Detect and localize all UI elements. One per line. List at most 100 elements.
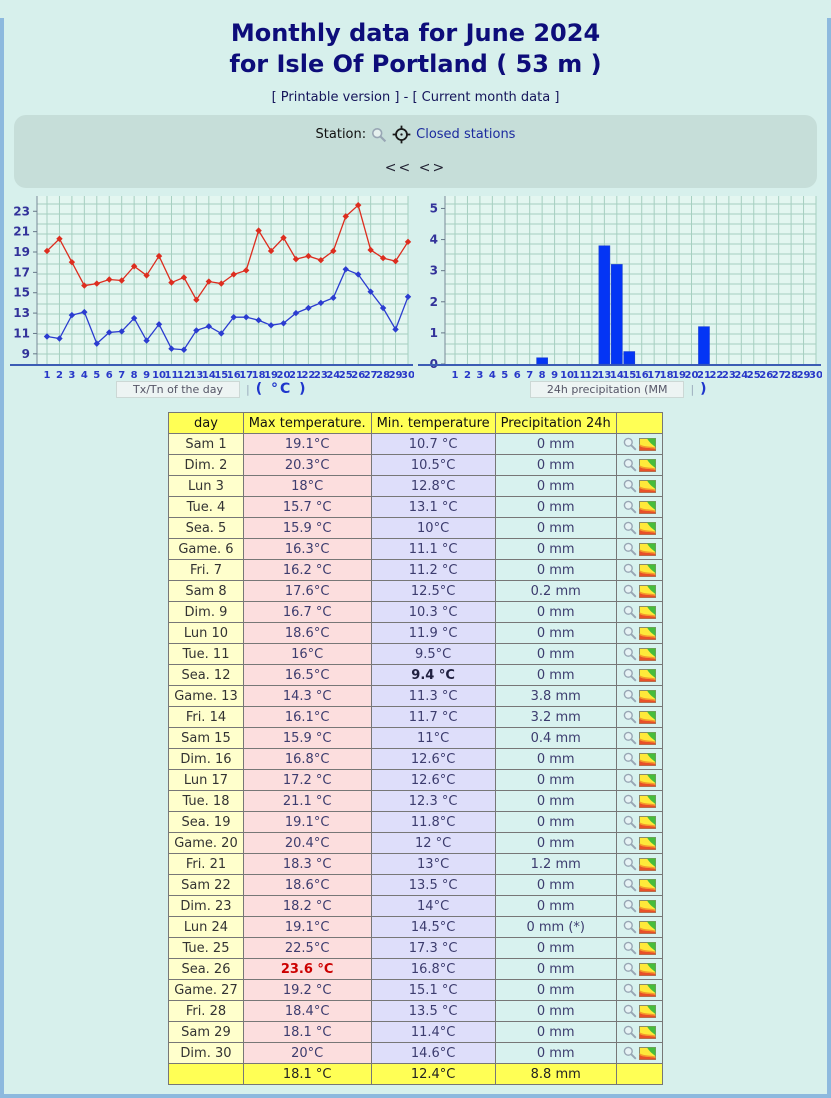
day-graph-icon[interactable] [638,668,656,682]
day-cell: Dim. 23 [168,895,244,917]
svg-text:3: 3 [429,264,437,278]
day-graph-icon[interactable] [638,626,656,640]
day-graph-icon[interactable] [638,878,656,892]
day-graph-icon[interactable] [638,1004,656,1018]
day-zoom-icon[interactable] [623,899,637,913]
day-graph-icon[interactable] [638,647,656,661]
day-zoom-icon[interactable] [623,857,637,871]
day-zoom-icon[interactable] [623,962,637,976]
detail-cell [615,769,663,791]
precip-cell: 3.8 mm [494,685,617,707]
day-zoom-icon[interactable] [623,878,637,892]
day-graph-icon[interactable] [638,857,656,871]
day-zoom-icon[interactable] [623,815,637,829]
station-toolbar: Station: Closed stations << <> [14,115,817,188]
day-zoom-icon[interactable] [623,1046,637,1060]
day-graph-icon[interactable] [638,899,656,913]
day-zoom-icon[interactable] [623,794,637,808]
precip-cell: 3.2 mm [494,706,617,728]
day-zoom-icon[interactable] [623,626,637,640]
precipitation-unit-nav[interactable]: ) [700,381,709,397]
page-title-line2: for Isle Of Portland ( 53 m ) [229,50,602,78]
day-zoom-icon[interactable] [623,563,637,577]
day-cell: Tue. 25 [168,937,244,959]
day-zoom-icon[interactable] [623,668,637,682]
table-row: Sea. 26 23.6 °C 16.8°C 0 mm [168,958,663,980]
day-graph-icon[interactable] [638,920,656,934]
day-graph-icon[interactable] [638,836,656,850]
day-graph-icon[interactable] [638,983,656,997]
day-zoom-icon[interactable] [623,773,637,787]
prev-next-month-link[interactable]: <> [418,160,447,176]
max-temp-cell: 18.3 °C [242,853,372,875]
min-temp-cell: 10°C [370,517,496,539]
svg-text:4: 4 [81,370,88,381]
closed-stations-link[interactable]: Closed stations [416,127,516,142]
printable-version-link[interactable]: [ Printable version ] [271,90,400,105]
prev-year-link[interactable]: << [384,160,413,176]
day-graph-icon[interactable] [638,794,656,808]
day-zoom-icon[interactable] [623,584,637,598]
day-zoom-icon[interactable] [623,1004,637,1018]
max-temp-cell: 19.1°C [242,811,372,833]
day-graph-icon[interactable] [638,1025,656,1039]
day-graph-icon[interactable] [638,584,656,598]
day-graph-icon[interactable] [638,458,656,472]
max-temp-cell: 16.3°C [242,538,372,560]
day-zoom-icon[interactable] [623,500,637,514]
max-temp-cell: 18.1 °C [242,1021,372,1043]
day-graph-icon[interactable] [638,1046,656,1060]
day-zoom-icon[interactable] [623,710,637,724]
day-graph-icon[interactable] [638,563,656,577]
temperature-unit-nav[interactable]: ( °C ) [255,381,308,397]
day-graph-icon[interactable] [638,731,656,745]
svg-text:22: 22 [302,370,316,381]
day-graph-icon[interactable] [638,437,656,451]
max-temp-cell: 20.3°C [242,454,372,476]
day-graph-icon[interactable] [638,521,656,535]
svg-text:19: 19 [264,370,278,381]
table-row: Sam 22 18.6°C 13.5 °C 0 mm [168,874,663,896]
day-cell: Fri. 7 [168,559,244,581]
detail-cell [615,874,663,896]
day-zoom-icon[interactable] [623,521,637,535]
day-graph-icon[interactable] [638,542,656,556]
day-graph-icon[interactable] [638,773,656,787]
day-graph-icon[interactable] [638,752,656,766]
svg-text:27: 27 [364,370,378,381]
station-search-icon[interactable] [371,127,387,143]
current-month-link[interactable]: [ Current month data ] [412,90,560,105]
max-temp-cell: 21.1 °C [242,790,372,812]
day-cell: Sea. 26 [168,958,244,980]
day-graph-icon[interactable] [638,500,656,514]
day-zoom-icon[interactable] [623,458,637,472]
day-zoom-icon[interactable] [623,836,637,850]
day-zoom-icon[interactable] [623,752,637,766]
day-zoom-icon[interactable] [623,605,637,619]
day-zoom-icon[interactable] [623,437,637,451]
precip-cell: 1.2 mm [494,853,617,875]
station-locate-icon[interactable] [392,125,411,144]
day-zoom-icon[interactable] [623,983,637,997]
day-graph-icon[interactable] [638,941,656,955]
svg-text:27: 27 [771,370,785,381]
day-cell: Game. 20 [168,832,244,854]
detail-cell [615,895,663,917]
day-zoom-icon[interactable] [623,920,637,934]
day-graph-icon[interactable] [638,479,656,493]
day-zoom-icon[interactable] [623,647,637,661]
day-graph-icon[interactable] [638,710,656,724]
day-zoom-icon[interactable] [623,479,637,493]
day-graph-icon[interactable] [638,962,656,976]
precipitation-chart-type-select[interactable]: 24h precipitation (MM [529,380,685,398]
day-graph-icon[interactable] [638,815,656,829]
day-graph-icon[interactable] [638,689,656,703]
detail-cell [615,958,663,980]
day-zoom-icon[interactable] [623,689,637,703]
temperature-chart-type-select[interactable]: Tx/Tn of the day [115,380,240,398]
day-zoom-icon[interactable] [623,1025,637,1039]
day-graph-icon[interactable] [638,605,656,619]
day-zoom-icon[interactable] [623,731,637,745]
day-zoom-icon[interactable] [623,542,637,556]
day-zoom-icon[interactable] [623,941,637,955]
